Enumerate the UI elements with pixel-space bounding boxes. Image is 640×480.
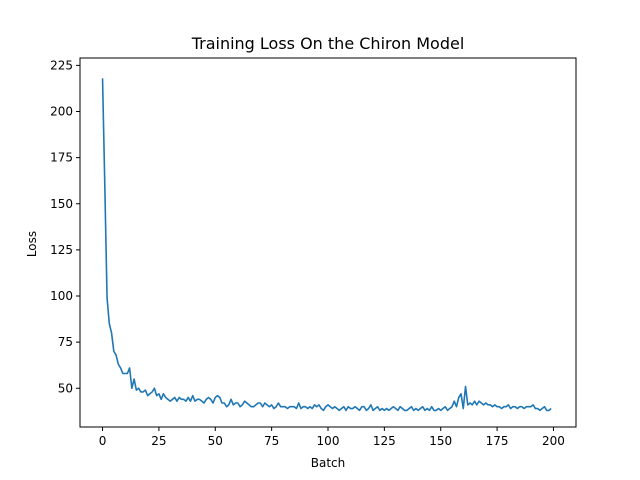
y-tick-label-125: 125 <box>50 243 73 257</box>
x-tick-label-25: 25 <box>151 434 166 448</box>
y-axis-label: Loss <box>25 231 39 257</box>
x-tick-label-200: 200 <box>542 434 565 448</box>
x-tick-label-150: 150 <box>429 434 452 448</box>
y-tick-label-175: 175 <box>50 151 73 165</box>
loss-series-line-0 <box>101 78 552 412</box>
y-tick-label-50: 50 <box>58 381 73 395</box>
y-tick-label-75: 75 <box>58 335 73 349</box>
x-tick-label-100: 100 <box>317 434 340 448</box>
chart-title: Training Loss On the Chiron Model <box>191 34 465 53</box>
x-tick-label-0: 0 <box>99 434 107 448</box>
y-tick-label-200: 200 <box>50 105 73 119</box>
y-tick-label-225: 225 <box>50 58 73 72</box>
x-tick-label-175: 175 <box>486 434 509 448</box>
x-tick-label-125: 125 <box>373 434 396 448</box>
y-tick-label-100: 100 <box>50 289 73 303</box>
x-axis-label: Batch <box>311 456 346 470</box>
y-tick-label-150: 150 <box>50 197 73 211</box>
plot-area: 0 25 50 75 100 125 150 175 200 50 75 100 125 150 175 20… <box>50 57 577 448</box>
x-tick-label-50: 50 <box>208 434 223 448</box>
x-tick-label-75: 75 <box>264 434 279 448</box>
